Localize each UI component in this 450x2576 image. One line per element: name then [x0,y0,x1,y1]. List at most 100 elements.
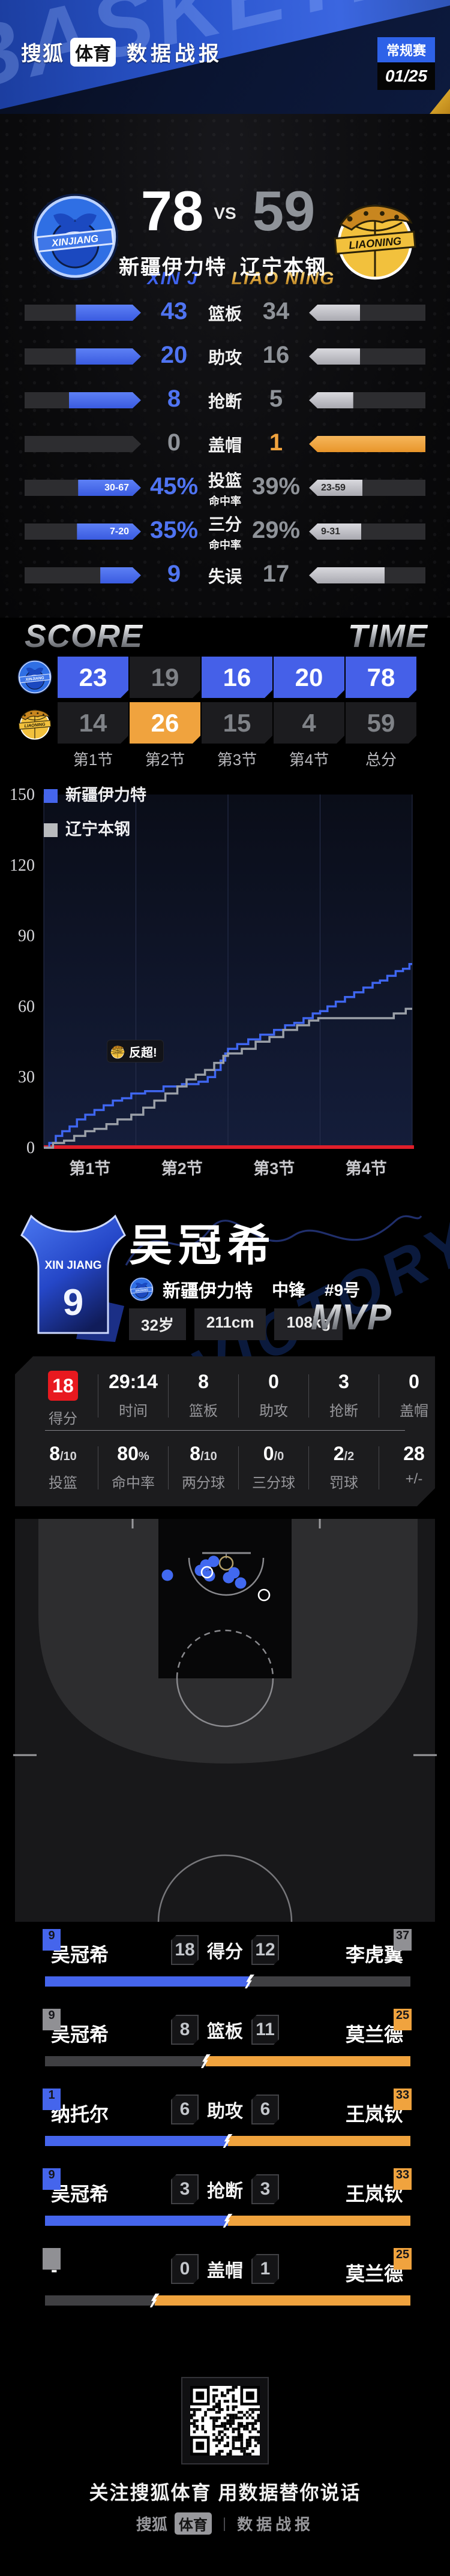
signature-decor [125,1215,422,1266]
svg-text:30: 30 [18,1068,35,1087]
duel-right-value: 1 [251,2254,279,2284]
player-stat-value: 18 [28,1371,98,1401]
duel-right-jersey-badge: 33 [394,2168,412,2190]
duel-right-jersey-badge: 33 [394,2089,412,2110]
home-score: 78 [140,179,204,242]
svg-text:第4节: 第4节 [346,1159,387,1178]
home-stat-value: 0 [167,429,181,456]
duel-bar [45,2134,410,2148]
away-team-logo-small [17,705,53,741]
duel-stat-label: 得分 [207,1942,243,1962]
duel-left-value: 3 [171,2174,199,2204]
duel-values: 6 助攻 6 [0,2094,450,2124]
away-stat-bar [309,305,425,321]
duel-left-value: 18 [171,1935,199,1965]
team-stat-row: 8 抢断 5 [0,378,450,422]
away-stat-value: 16 [262,342,290,368]
duel-bar-right [227,2216,410,2226]
mvp-bio-chips: 32岁 211cm 108kg [129,1308,343,1340]
mvp-section: VICTORY XIN JIANG 9 吴冠希 新疆伊力特 中锋 #9号 32岁… [0,1199,450,1405]
gold-wedge-decor [425,89,450,114]
duel-bar [45,2214,410,2228]
player-stat: 8/10 投篮 [28,1443,98,1492]
duel-row: 吴冠希 9 王岚钦 33 3 抢断 3 [0,2161,450,2241]
team-stat-row: 30-67 45% 投篮 命中率 39% 23-59 [0,466,450,510]
duel-right-player: 莫兰德 25 [346,2009,412,2047]
made-shot-marker [235,1577,247,1589]
player-stat-value: 0/0 [263,1443,284,1464]
mvp-award-label: MVP [311,1297,393,1337]
player-stat: 2/2 罚球 [309,1443,379,1492]
duel-bar-left [45,1976,250,1987]
player-stat-value: 2/2 [333,1443,355,1464]
away-quarter-cell: 4 [274,702,344,744]
stat-label: 投篮 命中率 [208,471,242,507]
player-duels-section: 吴冠希 9 李虎翼 37 18 得分 12 吴冠希 9 莫兰德 25 8 篮板 11 纳托尔 1 王岚钦 33 6 助… [0,1922,450,2369]
mvp-jersey: XIN JIANG 9 [20,1214,126,1342]
player-stat: 0 助攻 [239,1371,308,1420]
duel-left-jersey-badge: 9 [43,1929,61,1951]
stat-divider [308,1374,309,1418]
duel-bar-right [154,2295,410,2306]
away-stat-bar: 9-31 [309,523,425,540]
home-stat-bar [25,392,141,408]
player-stat-label: 命中率 [112,1475,155,1491]
scoreboard-section: 78 VS 59 新疆伊力特 XIN J 辽宁本钢 LIAO NING 43 篮板… [0,114,450,618]
home-quarter-cell: 78 [346,657,416,698]
home-stat-fill [100,567,141,583]
svg-text:第1节: 第1节 [69,1159,110,1178]
duel-right-jersey-badge: 37 [394,1929,412,1951]
duel-left-jersey-badge: 1 [43,2089,61,2110]
home-stat-fill [69,392,141,408]
court-canvas [13,1519,437,1922]
mvp-stat-panel: 18 得分 29:14 时间 8 篮板 0 助攻 3 抢断 0 盖帽 8/10 投篮 80% 命中率 8/10 两… [15,1356,435,1506]
away-stat-value: 17 [262,561,290,587]
game-date: 01/25 [377,62,435,90]
away-quarter-cell: 15 [202,702,272,744]
duel-values: 8 篮板 11 [0,2015,450,2045]
home-stat-fill: 7-20 [77,523,141,540]
duel-bar [45,1975,410,1988]
player-stat-label: 得分 [49,1411,77,1427]
player-stat-value: 8 [198,1371,209,1392]
stat-divider [238,1374,239,1418]
mvp-bio-chip: 32岁 [129,1308,186,1340]
home-stat-value: 45% [149,473,199,499]
duel-right-jersey-badge: 25 [394,2009,412,2030]
shot-chart-court [0,1519,450,1922]
brand-sohu: 搜狐 [21,43,64,65]
duel-bar-left [45,2295,155,2306]
home-team-en: XIN J [147,269,199,288]
duel-left-jersey-badge: 9 [43,2009,61,2030]
player-stat: 8/10 两分球 [169,1443,238,1492]
team-stat-row: 7-20 35% 三分 命中率 29% 9-31 [0,510,450,553]
duel-stat-label: 篮板 [207,2022,243,2042]
home-stat-bar: 7-20 [25,523,141,540]
duel-bar-right [250,1976,410,1987]
player-stat-label: 罚球 [329,1475,358,1491]
stat-label: 篮板 [208,304,242,323]
player-stat-label: 篮板 [189,1403,218,1419]
duel-bar-right [227,2136,410,2146]
player-stat-label: 盖帽 [400,1403,428,1419]
footer-sohu: 搜狐 [136,2515,167,2533]
team-stat-row: 0 盖帽 1 [0,422,450,466]
made-shot-marker [208,1555,220,1567]
mvp-position: 中锋 [272,1281,306,1299]
stat-label: 三分 命中率 [208,514,242,551]
made-shot-marker [203,1570,215,1582]
score-progress-chart: 150 120 90 60 30 0 第1节 第2节 第3节 第4节 新疆伊力特 辽宁本钢 反超! [0,774,450,1187]
home-stat-fill [129,436,141,452]
home-team-name: 新疆伊力特 [119,256,227,279]
duel-right-jersey-badge: 25 [394,2248,412,2270]
player-stat-label: 三分球 [252,1475,295,1491]
player-stat: 0 盖帽 [379,1371,449,1420]
player-stat-value: 28 [403,1443,425,1464]
duel-bar-right [205,2056,410,2066]
mvp-bio-chip: 211cm [194,1308,266,1340]
duel-stat-label: 盖帽 [207,2261,243,2281]
away-stat-fill [309,567,385,583]
duel-values: 0 盖帽 1 [0,2254,450,2284]
stat-label: 抢断 [208,392,242,411]
annotation-team-icon [110,1043,125,1059]
